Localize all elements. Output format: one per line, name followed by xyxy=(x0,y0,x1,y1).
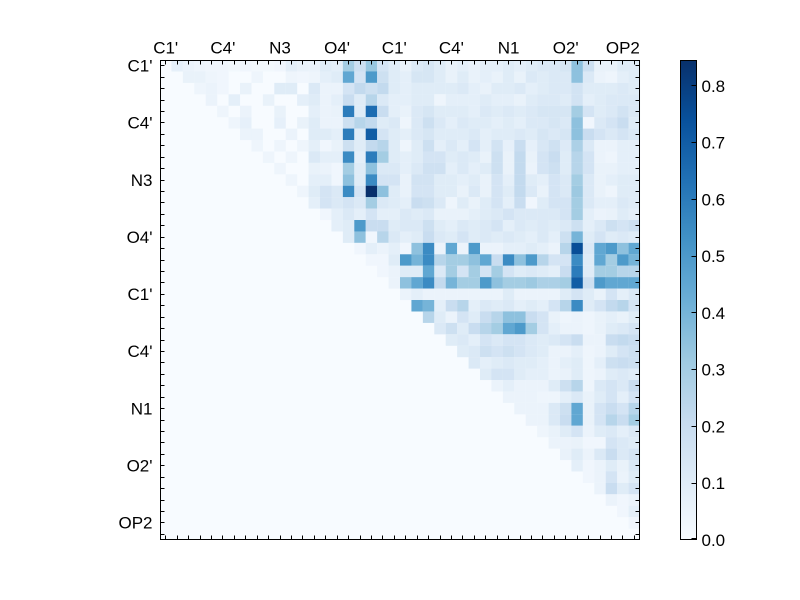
svg-text:OP2: OP2 xyxy=(118,514,152,533)
svg-text:0.1: 0.1 xyxy=(702,474,726,493)
svg-text:N3: N3 xyxy=(131,171,153,190)
svg-text:O4': O4' xyxy=(127,228,153,247)
svg-text:O2': O2' xyxy=(553,39,579,58)
svg-text:C1': C1' xyxy=(153,39,178,58)
svg-text:0.0: 0.0 xyxy=(702,531,726,550)
svg-text:N1: N1 xyxy=(131,399,153,418)
svg-text:0.5: 0.5 xyxy=(702,247,726,266)
svg-text:C4': C4' xyxy=(439,39,464,58)
svg-text:C4': C4' xyxy=(210,39,235,58)
svg-text:N1: N1 xyxy=(498,39,520,58)
svg-text:C1': C1' xyxy=(128,57,153,76)
svg-text:0.3: 0.3 xyxy=(702,361,726,380)
svg-text:0.4: 0.4 xyxy=(702,304,726,323)
svg-text:O4': O4' xyxy=(324,39,350,58)
svg-text:0.6: 0.6 xyxy=(702,190,726,209)
svg-text:C4': C4' xyxy=(128,114,153,133)
svg-text:N3: N3 xyxy=(269,39,291,58)
svg-text:C4': C4' xyxy=(128,342,153,361)
svg-text:0.8: 0.8 xyxy=(702,77,726,96)
svg-text:C1': C1' xyxy=(128,285,153,304)
svg-text:O2': O2' xyxy=(127,457,153,476)
svg-text:C1': C1' xyxy=(382,39,407,58)
svg-text:0.2: 0.2 xyxy=(702,417,726,436)
svg-text:OP2: OP2 xyxy=(606,39,640,58)
svg-text:0.7: 0.7 xyxy=(702,134,726,153)
